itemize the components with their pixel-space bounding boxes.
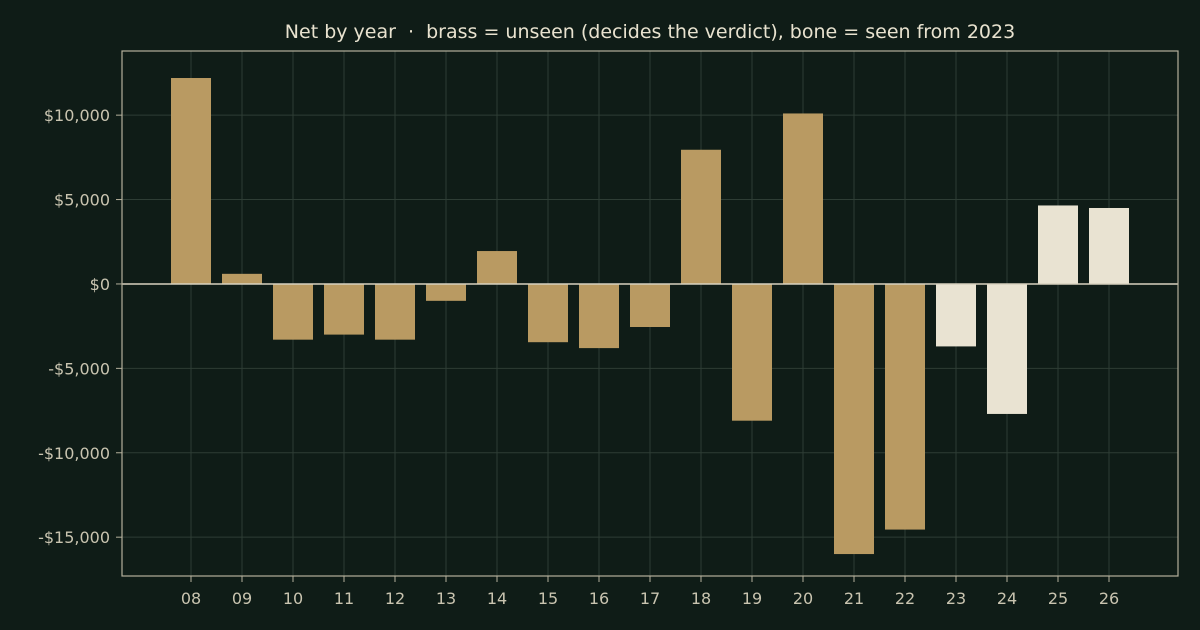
x-tick-label: 18: [691, 589, 711, 608]
bar-20: [783, 113, 823, 284]
x-tick-label: 23: [946, 589, 966, 608]
x-tick-label: 24: [997, 589, 1017, 608]
bar-26: [1089, 207, 1129, 284]
bar-08: [171, 78, 211, 284]
x-tick-label: 21: [844, 589, 864, 608]
bar-19: [732, 283, 772, 421]
bar-10: [273, 283, 313, 340]
bar-12: [375, 283, 415, 340]
bar-22: [885, 283, 925, 530]
ticks-layer: $10,000 $5,000 $0 -$5,000 -$10,000 -$15,000 08…: [38, 106, 1119, 608]
x-tick-label: 19: [742, 589, 762, 608]
bar-15: [528, 283, 568, 343]
x-tick-label: 16: [589, 589, 609, 608]
y-tick-label: $5,000: [54, 191, 110, 210]
bar-13: [426, 283, 466, 301]
bar-17: [630, 283, 670, 328]
x-tick-label: 14: [487, 589, 507, 608]
y-tick-label: $10,000: [44, 106, 110, 125]
x-tick-label: 20: [793, 589, 813, 608]
chart-title: Net by year · brass = unseen (decides th…: [285, 21, 1015, 43]
x-tick-label: 17: [640, 589, 660, 608]
bar-25: [1038, 205, 1078, 284]
bar-11: [324, 283, 364, 335]
bar-16: [579, 283, 619, 349]
y-tick-label: -$15,000: [38, 528, 110, 547]
x-tick-label: 26: [1099, 589, 1119, 608]
bar-18: [681, 149, 721, 284]
bar-14: [477, 251, 517, 284]
y-tick-label: -$10,000: [38, 444, 110, 463]
y-tick-label: $0: [90, 275, 110, 294]
x-tick-label: 15: [538, 589, 558, 608]
x-tick-label: 10: [283, 589, 303, 608]
x-tick-label: 08: [181, 589, 201, 608]
x-tick-label: 25: [1048, 589, 1068, 608]
x-tick-label: 09: [232, 589, 252, 608]
bar-23: [936, 283, 976, 347]
y-tick-label: -$5,000: [48, 359, 110, 378]
x-tick-label: 13: [436, 589, 456, 608]
bar-24: [987, 283, 1027, 414]
x-tick-label: 11: [334, 589, 354, 608]
bar-09: [222, 273, 262, 284]
bars-layer: [171, 78, 1129, 555]
x-tick-label: 22: [895, 589, 915, 608]
bar-21: [834, 283, 874, 555]
x-tick-label: 12: [385, 589, 405, 608]
